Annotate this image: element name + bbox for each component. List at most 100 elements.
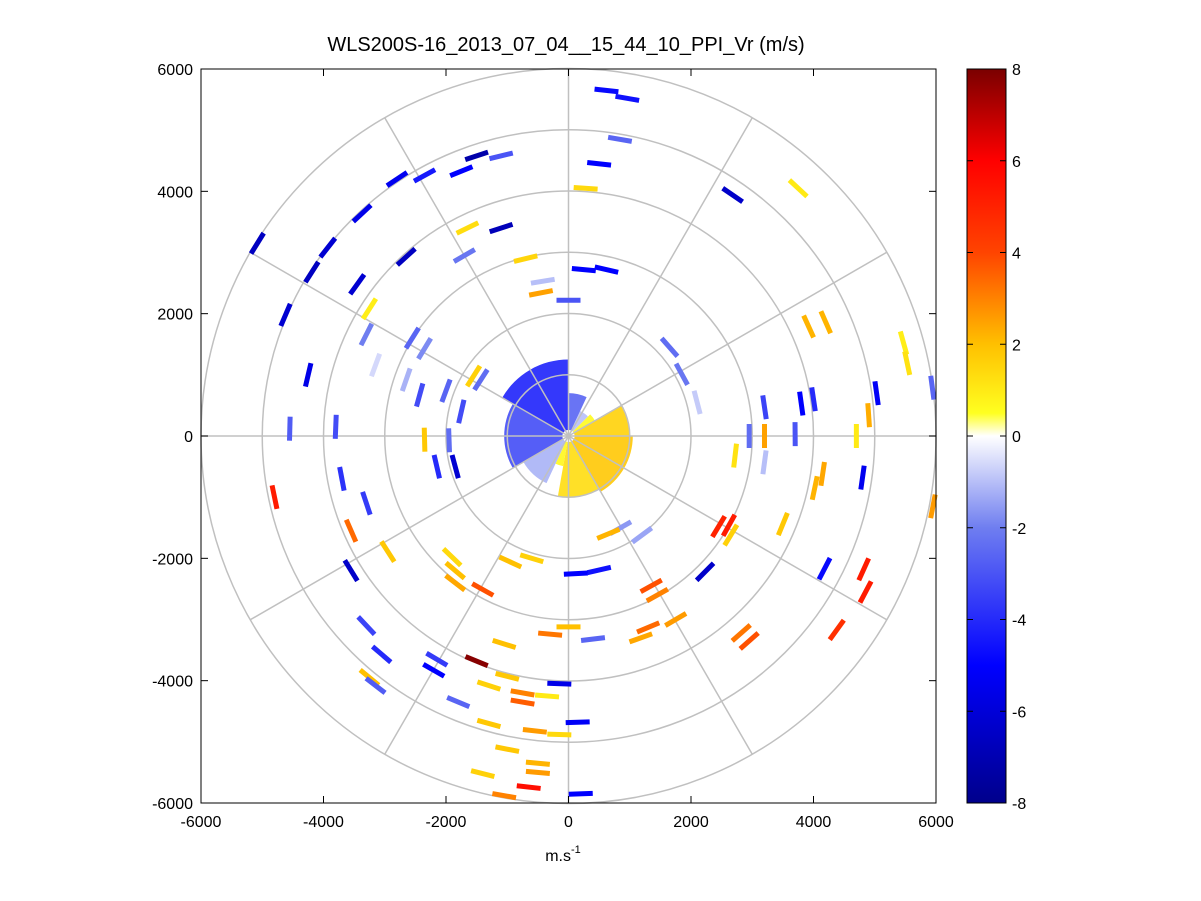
velocity-segment (872, 380, 881, 406)
velocity-segment (586, 564, 612, 576)
velocity-segment (337, 466, 347, 492)
velocity-segment (491, 638, 517, 650)
velocity-segment (343, 518, 359, 543)
velocity-segment (738, 631, 760, 651)
velocity-segment (425, 651, 449, 668)
velocity-segment (636, 620, 661, 635)
velocity-segments (248, 86, 938, 801)
velocity-segment (456, 399, 467, 424)
velocity-segment (722, 523, 740, 547)
near-field-sector (555, 441, 568, 467)
velocity-segment (818, 310, 833, 335)
x-axis-label-base: m.s (545, 848, 571, 865)
velocity-segment (928, 375, 937, 400)
velocity-segment (760, 395, 769, 420)
near-field-sector (571, 436, 633, 492)
velocity-segment (865, 403, 872, 428)
colorbar-tick-label: 8 (1012, 62, 1021, 79)
velocity-segment (403, 326, 421, 350)
velocity-segment (573, 184, 598, 192)
velocity-segment (385, 170, 409, 188)
y-tick-label: 4000 (157, 184, 193, 201)
chart-title: WLS200S-16_2013_07_04__15_44_10_PPI_Vr (… (327, 34, 804, 56)
y-tick-label: 6000 (157, 62, 193, 79)
polar-ring (322, 190, 815, 682)
velocity-segment (356, 615, 377, 637)
near-field-sector (573, 405, 630, 436)
velocity-segment (286, 416, 293, 441)
colorbar-tick-label: 0 (1012, 429, 1021, 446)
colorbar-tick-label: 2 (1012, 337, 1021, 354)
velocity-segment (439, 378, 453, 403)
velocity-segment (530, 276, 556, 286)
velocity-segment (897, 330, 910, 356)
polar-ring (261, 129, 876, 743)
velocity-segment (664, 611, 688, 628)
polar-ring (506, 374, 631, 498)
velocity-segment (491, 791, 517, 801)
velocity-segment (534, 692, 560, 700)
velocity-segment (360, 297, 379, 321)
velocity-segment (476, 717, 502, 730)
velocity-segment (303, 260, 321, 284)
plot-area: -6000 -4000 -2000 0 2000 4000 6000 6000 4000 200… (152, 62, 954, 831)
velocity-segment (586, 159, 612, 168)
velocity-segment (809, 387, 818, 412)
y-axis: 6000 4000 2000 0 -2000 -4000 -6000 (152, 62, 936, 813)
velocity-segment (476, 679, 502, 692)
velocity-segment (525, 759, 551, 767)
colorbar-tick-label: -6 (1012, 704, 1026, 721)
velocity-segment (471, 581, 495, 598)
colorbar-tick-label: -4 (1012, 613, 1026, 630)
velocity-segment (628, 631, 653, 645)
polar-ring (445, 312, 692, 560)
velocity-segment (395, 246, 417, 267)
velocity-segment (563, 570, 588, 577)
velocity-segment (446, 695, 471, 709)
velocity-segment (720, 513, 737, 538)
x-tick-label: -6000 (181, 814, 222, 831)
velocity-segment (248, 231, 266, 255)
colorbar-tick-label: 4 (1012, 246, 1021, 263)
y-tick-label: -4000 (152, 674, 193, 691)
near-field-sector (572, 414, 596, 433)
velocity-segment (528, 288, 554, 298)
velocity-segment (776, 512, 790, 537)
x-tick-label: 2000 (673, 814, 709, 831)
velocity-segment (472, 368, 490, 392)
velocity-segment (615, 93, 640, 103)
velocity-segment (547, 680, 572, 687)
velocity-segment (510, 697, 535, 707)
velocity-segment (342, 559, 360, 583)
velocity-segment (630, 525, 654, 545)
velocity-segment (348, 273, 367, 296)
velocity-segment (444, 560, 466, 581)
velocity-segment (645, 586, 670, 604)
velocity-segment (498, 554, 523, 570)
velocity-segment (351, 203, 373, 224)
velocity-segment (369, 352, 383, 378)
y-tick-label: -2000 (152, 551, 193, 568)
velocity-segment (464, 654, 489, 668)
velocity-segment (431, 454, 442, 479)
velocity-segment (594, 264, 619, 275)
velocity-segment (522, 726, 548, 735)
y-tick-label: 0 (184, 429, 193, 446)
colorbar-scale (966, 68, 1007, 804)
velocity-segment (399, 367, 413, 392)
velocity-segment (519, 552, 544, 565)
velocity-segment (495, 670, 520, 682)
velocity-segment (278, 302, 293, 327)
velocity-segment (596, 527, 621, 541)
velocity-segment (455, 220, 480, 236)
near-field-sector (571, 411, 588, 432)
velocity-segment (580, 635, 606, 643)
velocity-segment (928, 494, 938, 519)
velocity-segment (858, 465, 867, 490)
velocity-segment (464, 149, 489, 162)
velocity-segment (902, 350, 913, 376)
velocity-segment (691, 390, 703, 415)
velocity-segment (694, 561, 716, 583)
velocity-segment (607, 134, 633, 144)
